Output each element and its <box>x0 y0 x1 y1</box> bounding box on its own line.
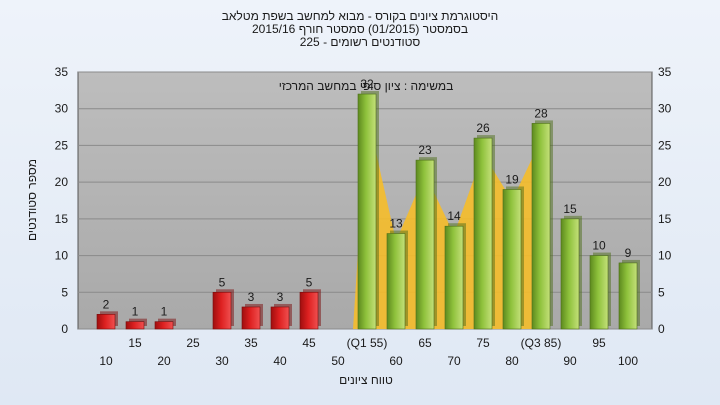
y-tick-label-left: 15 <box>55 212 69 226</box>
x-tick-label: 50 <box>331 354 345 368</box>
chart-title: היסטוגרמת ציונים בקורס - מבוא למחשב בשפת… <box>0 10 720 49</box>
bar <box>96 314 116 330</box>
chart-annotation: במשימה : ציון סופי במחשב המרכזי <box>279 79 454 93</box>
y-tick-label-right: 30 <box>658 102 672 116</box>
bar <box>502 189 522 330</box>
x-tick-label: 45 <box>302 336 316 350</box>
y-axis-title: מספר סטודנטים <box>25 159 39 241</box>
y-tick-label-right: 35 <box>658 65 672 79</box>
x-tick-label: 30 <box>215 354 229 368</box>
x-tick-label: (Q3 85) <box>521 336 562 350</box>
data-label: 3 <box>248 290 255 304</box>
bar <box>241 306 261 330</box>
bar <box>154 321 174 330</box>
y-tick-label-right: 5 <box>658 285 665 299</box>
bar <box>125 321 145 330</box>
data-label: 14 <box>447 209 461 223</box>
data-label: 19 <box>505 172 519 186</box>
bar <box>560 218 580 330</box>
y-tick-label-left: 0 <box>61 322 68 336</box>
x-tick-label: 20 <box>157 354 171 368</box>
x-tick-label: 60 <box>389 354 403 368</box>
x-tick-label: 35 <box>244 336 258 350</box>
data-label: 13 <box>389 217 403 231</box>
x-tick-label: 15 <box>128 336 142 350</box>
y-tick-label-right: 20 <box>658 175 672 189</box>
data-label: 32 <box>360 77 374 91</box>
x-tick-label: 65 <box>418 336 432 350</box>
bar <box>299 291 319 330</box>
y-tick-label-left: 35 <box>55 65 69 79</box>
data-label: 10 <box>592 239 606 253</box>
data-label: 5 <box>219 275 226 289</box>
bar <box>589 255 609 330</box>
y-tick-label-left: 30 <box>55 102 69 116</box>
x-tick-label: 75 <box>476 336 490 350</box>
y-tick-label-right: 25 <box>658 138 672 152</box>
bar <box>270 306 290 330</box>
x-tick-label: 90 <box>563 354 577 368</box>
title-line-3: סטודנטים רשומים - 225 <box>299 35 421 49</box>
bar <box>386 233 406 330</box>
bar <box>357 93 377 330</box>
x-tick-label: 70 <box>447 354 461 368</box>
data-label: 3 <box>277 290 284 304</box>
x-tick-label: 80 <box>505 354 519 368</box>
y-tick-label-right: 10 <box>658 249 672 263</box>
data-label: 1 <box>161 305 168 319</box>
data-label: 28 <box>534 106 548 120</box>
y-tick-label-left: 5 <box>61 285 68 299</box>
x-tick-label: (Q1 55) <box>347 336 388 350</box>
x-tick-label: 25 <box>186 336 200 350</box>
data-label: 5 <box>306 275 313 289</box>
x-axis-title: טווח ציונים <box>339 373 393 387</box>
y-tick-label-right: 0 <box>658 322 665 336</box>
bar <box>531 123 551 330</box>
bar <box>618 262 638 330</box>
y-tick-label-right: 15 <box>658 212 672 226</box>
x-tick-label: 95 <box>592 336 606 350</box>
bar <box>473 137 493 330</box>
data-label: 1 <box>132 305 139 319</box>
data-label: 9 <box>625 246 632 260</box>
bar <box>212 291 232 330</box>
x-tick-label: 40 <box>273 354 287 368</box>
data-label: 26 <box>476 121 490 135</box>
title-line-1: היסטוגרמת ציונים בקורס - מבוא למחשב בשפת… <box>221 9 499 23</box>
bar <box>444 225 464 330</box>
x-tick-label: 10 <box>99 354 113 368</box>
data-label: 2 <box>103 297 110 311</box>
y-tick-label-left: 20 <box>55 175 69 189</box>
bar <box>415 159 435 330</box>
x-tick-label: 100 <box>618 354 638 368</box>
y-tick-label-left: 10 <box>55 249 69 263</box>
title-line-2: בסמסטר (01/2015) סמסטר חורף 2015/16 <box>251 22 469 36</box>
data-label: 23 <box>418 143 432 157</box>
data-label: 15 <box>563 202 577 216</box>
y-tick-label-left: 25 <box>55 138 69 152</box>
